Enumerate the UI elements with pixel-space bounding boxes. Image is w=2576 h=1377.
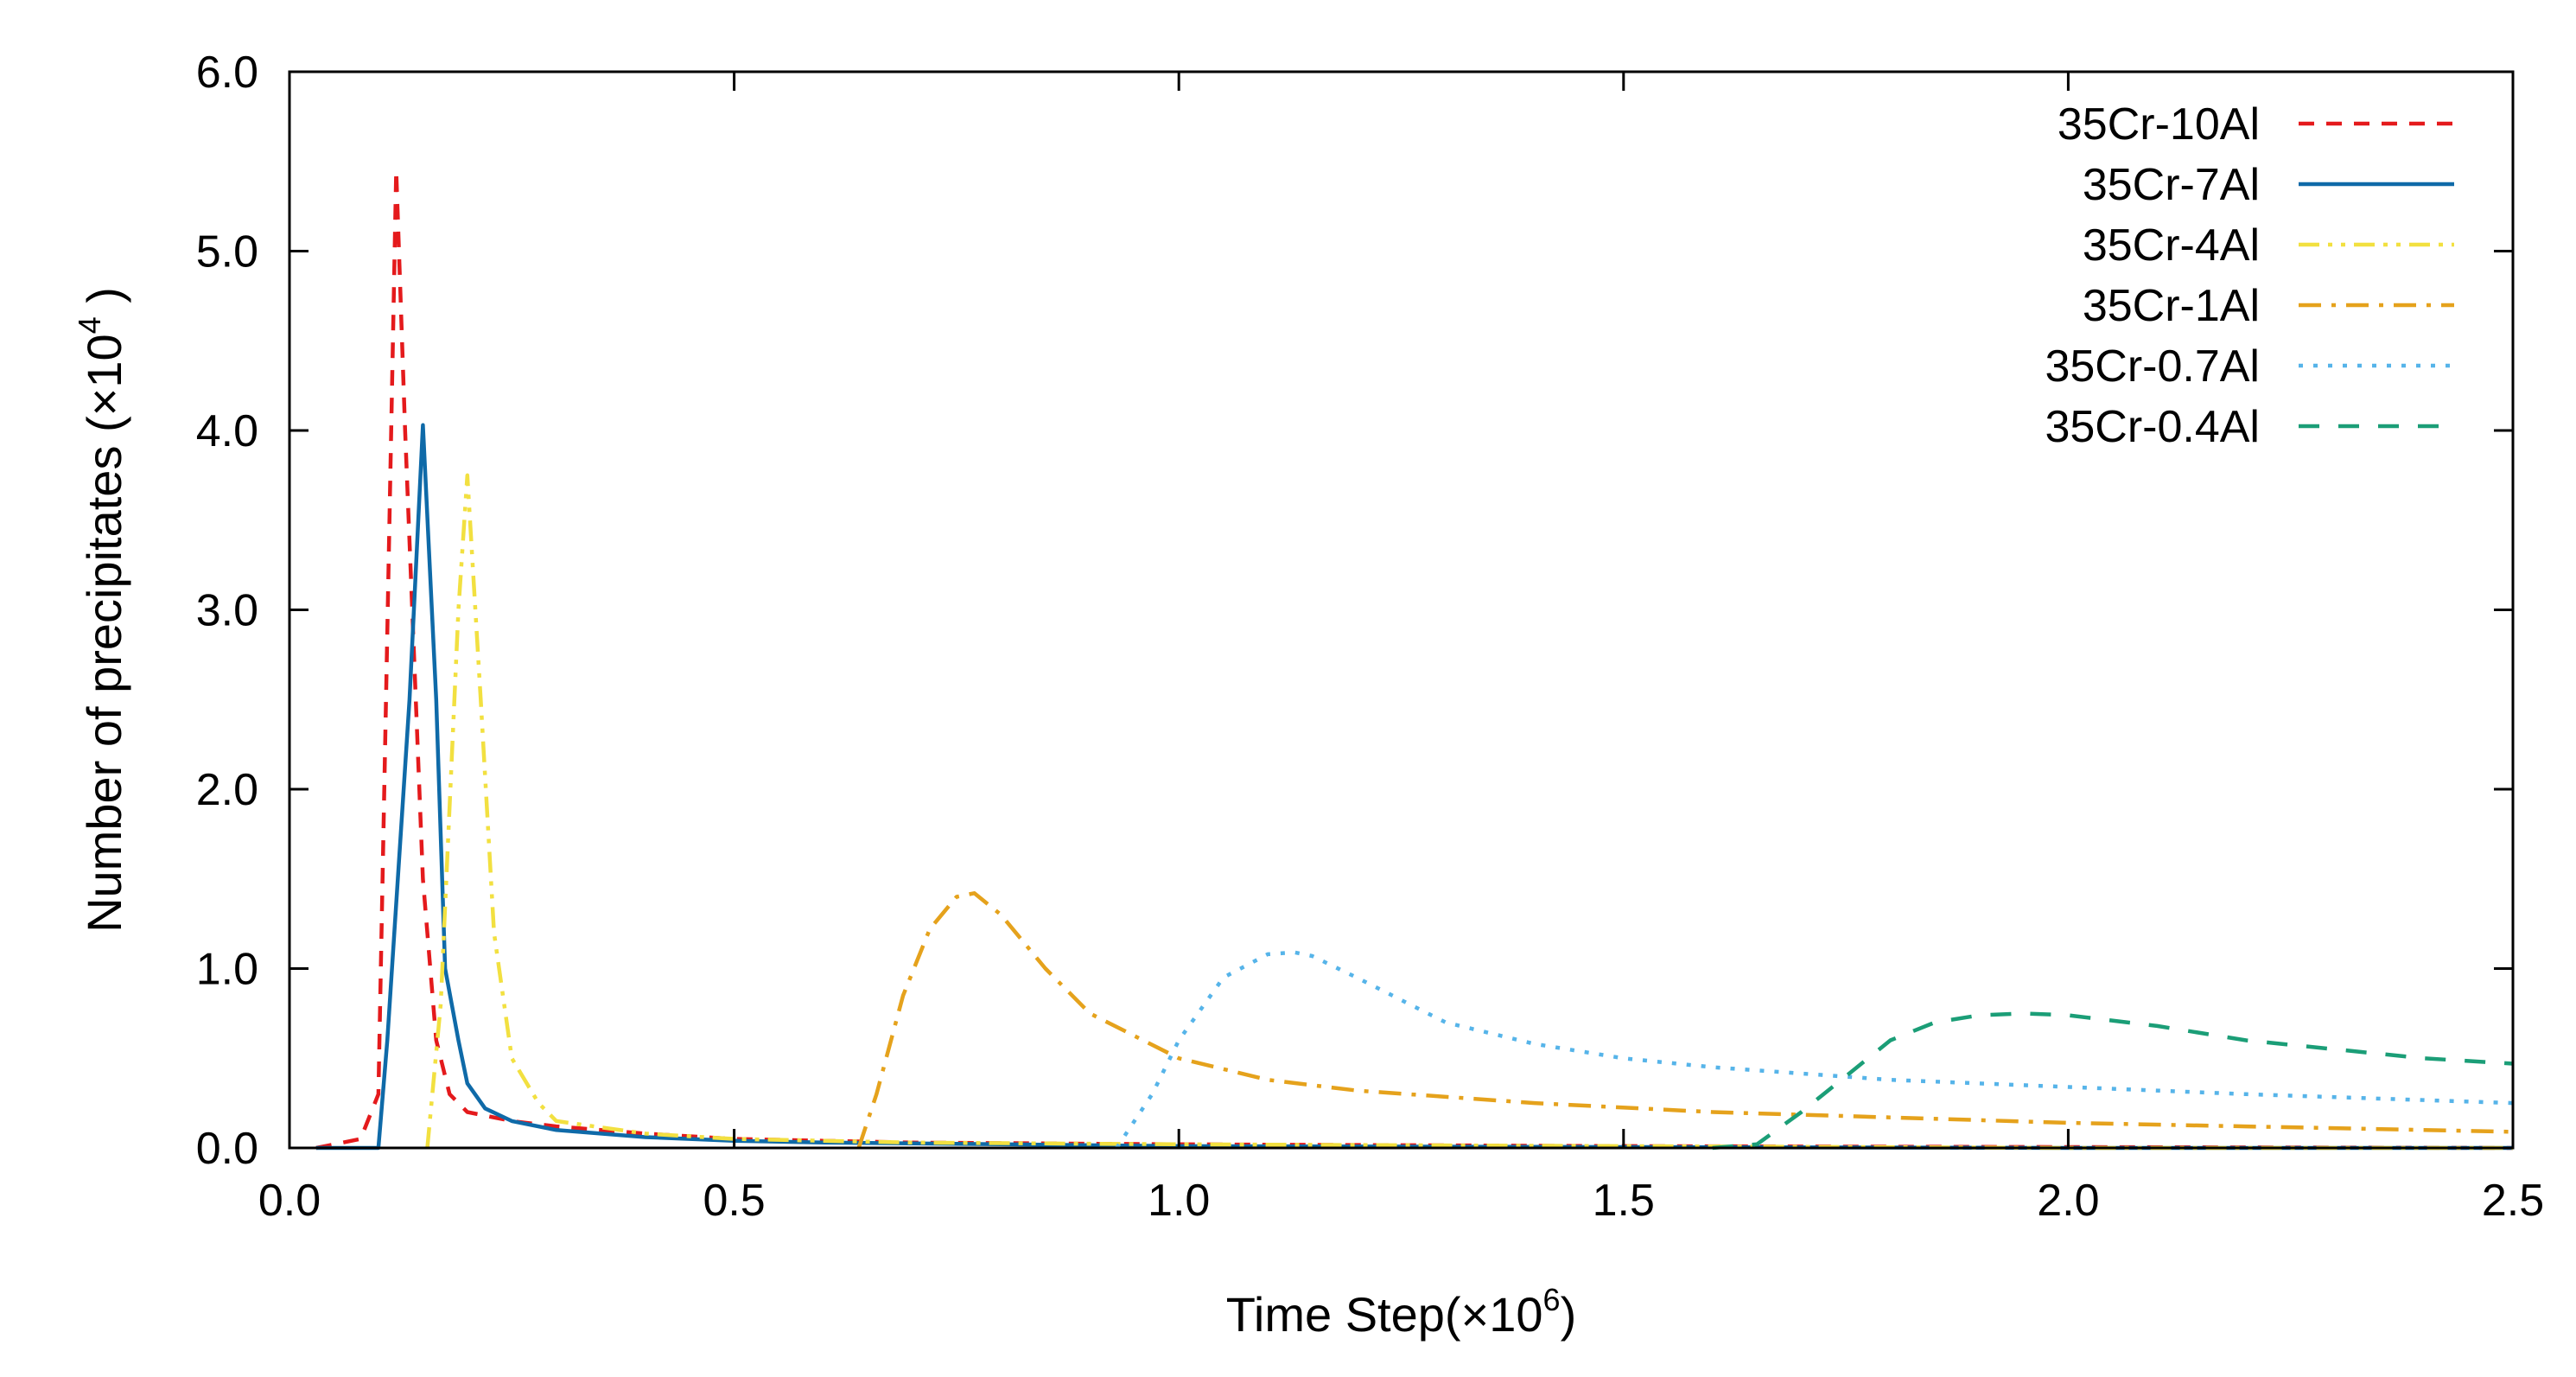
series-line-3 — [856, 891, 2514, 1149]
x-axis-label-text: Time Step(×10 — [1226, 1287, 1543, 1342]
x-tick-label: 0.0 — [258, 1176, 321, 1226]
x-tick-label: 1.0 — [1148, 1176, 1210, 1226]
y-tick-label: 2.0 — [196, 765, 258, 815]
legend-label-0: 35Cr-10Al — [2058, 99, 2260, 150]
ticks: 0.0 0.5 1.0 1.5 2.0 2.5 0.0 1.0 2.0 3.0 4.0 5.0 6.0 — [196, 48, 2544, 1226]
x-tick-label: 1.5 — [1593, 1176, 1655, 1226]
legend-label-4: 35Cr-0.7Al — [2045, 341, 2260, 392]
x-axis-label-close: ) — [1561, 1287, 1577, 1342]
y-tick-label: 4.0 — [196, 406, 258, 456]
y-tick-label: 5.0 — [196, 227, 258, 277]
legend-label-2: 35Cr-4Al — [2083, 220, 2260, 271]
y-axis-label: Number of precipitates (×104 ) — [72, 287, 131, 933]
legend-label-5: 35Cr-0.4Al — [2045, 402, 2260, 452]
series-line-2 — [425, 473, 2513, 1151]
y-tick-label: 6.0 — [196, 48, 258, 98]
y-axis-label-close: ) — [77, 287, 131, 316]
legend: 35Cr-10Al 35Cr-7Al 35Cr-4Al 35Cr-1Al 35Cr-0.… — [2045, 99, 2454, 452]
legend-label-3: 35Cr-1Al — [2083, 281, 2260, 331]
x-tick-label: 0.5 — [703, 1176, 765, 1226]
series-line-1 — [315, 423, 2513, 1151]
plot-lines — [315, 168, 2514, 1151]
y-tick-label: 0.0 — [196, 1124, 258, 1174]
y-axis-label-text: Number of precipitates (×10 — [77, 334, 131, 933]
x-tick-label: 2.0 — [2037, 1176, 2099, 1226]
x-axis-label: Time Step(×106) — [1226, 1282, 1576, 1342]
legend-label-1: 35Cr-7Al — [2083, 160, 2260, 210]
series-line-5 — [1712, 1011, 2514, 1151]
y-tick-label: 1.0 — [196, 945, 258, 995]
x-axis-label-exponent: 6 — [1543, 1282, 1561, 1317]
y-axis-label-exponent: 4 — [72, 316, 107, 334]
x-tick-label: 2.5 — [2482, 1176, 2544, 1226]
series-line-4 — [1115, 950, 2514, 1150]
y-tick-label: 3.0 — [196, 586, 258, 636]
